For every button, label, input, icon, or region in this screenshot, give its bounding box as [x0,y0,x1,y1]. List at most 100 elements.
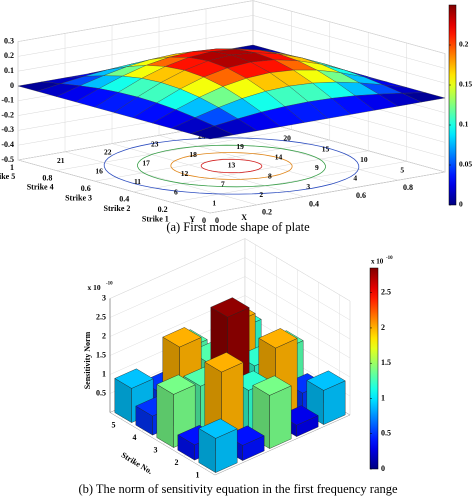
point-label: 19 [236,142,244,151]
colorbar-label: 0 [459,200,463,209]
strike-tick-label: 5 [112,421,116,430]
point-label: 16 [95,167,103,176]
y-tick-label: 0.2 [158,205,168,214]
colorbar [448,4,457,206]
z-tick-label: -0.4 [1,140,14,149]
y-tick-label: 0.4 [119,195,129,204]
caption-a: (a) First mode shape of plate [166,220,310,234]
z-tick-label: 3 [102,293,106,302]
contour-ring [200,158,263,174]
z-tick-label: -0.3 [1,125,14,134]
grid-line [94,21,331,182]
colorbar-label: 1 [381,393,385,402]
strike-tick-label: 2 [175,458,179,467]
point-label: 20 [283,134,291,143]
bar-face [210,297,250,318]
point-label: 17 [142,158,150,167]
x-axis-label: X [241,213,247,222]
bar-face [156,374,196,395]
z-tick-label: 0.3 [4,36,14,45]
grid-line [109,276,351,340]
point-label: 8 [268,171,272,180]
bar-face [269,385,292,449]
point-label: 14 [275,153,283,162]
strike-label: Strike 2 [104,204,131,213]
z-axis-label: Sensitivity Norm [83,331,92,389]
bar-face [198,418,238,439]
colorbar-label: 2 [381,323,385,332]
grid-line [109,257,351,321]
surface-patch [190,125,234,140]
grid-line [209,53,446,214]
colorbar-label: 0.05 [459,160,472,169]
z-tick-label: -0.5 [1,155,14,164]
colorbar-label: 0.5 [381,429,391,438]
colorbar-label: 0 [381,464,385,473]
point-label: 12 [181,169,189,178]
point-label: 1 [212,198,216,207]
strike-label: Strike 1 [142,215,169,224]
multiplier: x 10 [87,283,100,292]
colorbar-label: 2.5 [381,288,391,297]
point-label: 5 [400,166,404,175]
caption-b: (b) The norm of sensitivity equation in … [78,482,398,496]
strike-label: Strike 5 [0,172,15,181]
grid-line [56,11,292,171]
z-tick-label: -0.1 [1,96,14,105]
strike-tick-label: 3 [154,446,158,455]
contour-ring [170,152,293,180]
point-label: 9 [315,163,319,172]
strike-tick-label: 1 [196,471,200,480]
point-label: 4 [353,174,357,183]
point-label: 18 [189,150,197,159]
colorbar-label: 0.2 [459,40,469,49]
point-label: 21 [57,156,65,165]
z-tick-label: 2 [102,331,106,340]
point-label: 10 [360,155,368,164]
x-tick-label: 0.4 [309,199,319,208]
x-tick-label: 0 [215,216,219,225]
bar [198,418,238,473]
point-label: 13 [228,161,236,170]
x-tick-label: 0.8 [403,183,413,192]
x-tick-label: 0.6 [356,191,366,200]
bar-face [156,384,174,448]
bar [306,370,346,425]
bar-face [258,328,298,349]
z-tick-label: 1.5 [96,350,106,359]
contour-ring [137,144,326,188]
y-tick-label: 0.8 [42,173,52,182]
z-tick-label: -0.2 [1,110,14,119]
strike-label: Strike 4 [27,183,54,192]
colorbar [369,267,379,470]
z-tick-label: 0 [10,81,14,90]
grid-line [171,43,407,203]
strike-axis-label: Strike No. [120,450,154,476]
y-tick-label: 1 [10,163,14,172]
point-label: 11 [134,177,141,186]
strike-tick-label: 4 [133,433,137,442]
point-label: 6 [174,188,178,197]
colorbar-multiplier: x 10 [371,258,384,266]
strike-label: Strike 3 [65,193,92,202]
surface-chart: -0.5 -0.4 -0.3 -0.2 -0.1 0 0.1 0.2 0.3 0 0.2 0.4 0.6… [0,0,472,225]
z-tick-label: 1 [102,369,106,378]
colorbar-label: 0.1 [459,120,469,129]
z-tick-label: 2.5 [96,312,106,321]
y-axis-label: Y [190,215,196,224]
multiplier-exponent: -10 [106,282,113,287]
y-tick-label: 0.6 [81,184,91,193]
bar-face [306,370,346,391]
point-label: 15 [322,144,330,153]
point-label: 3 [306,182,310,191]
z-tick-label: 0.2 [4,51,14,60]
point-label: 22 [104,148,112,157]
grid-line [109,238,351,302]
point-label: 7 [221,180,225,189]
y-tick-label: 0 [202,216,206,225]
point-label: 23 [151,140,159,149]
colorbar-exponent: -10 [386,256,393,261]
point-label: 2 [259,190,263,199]
